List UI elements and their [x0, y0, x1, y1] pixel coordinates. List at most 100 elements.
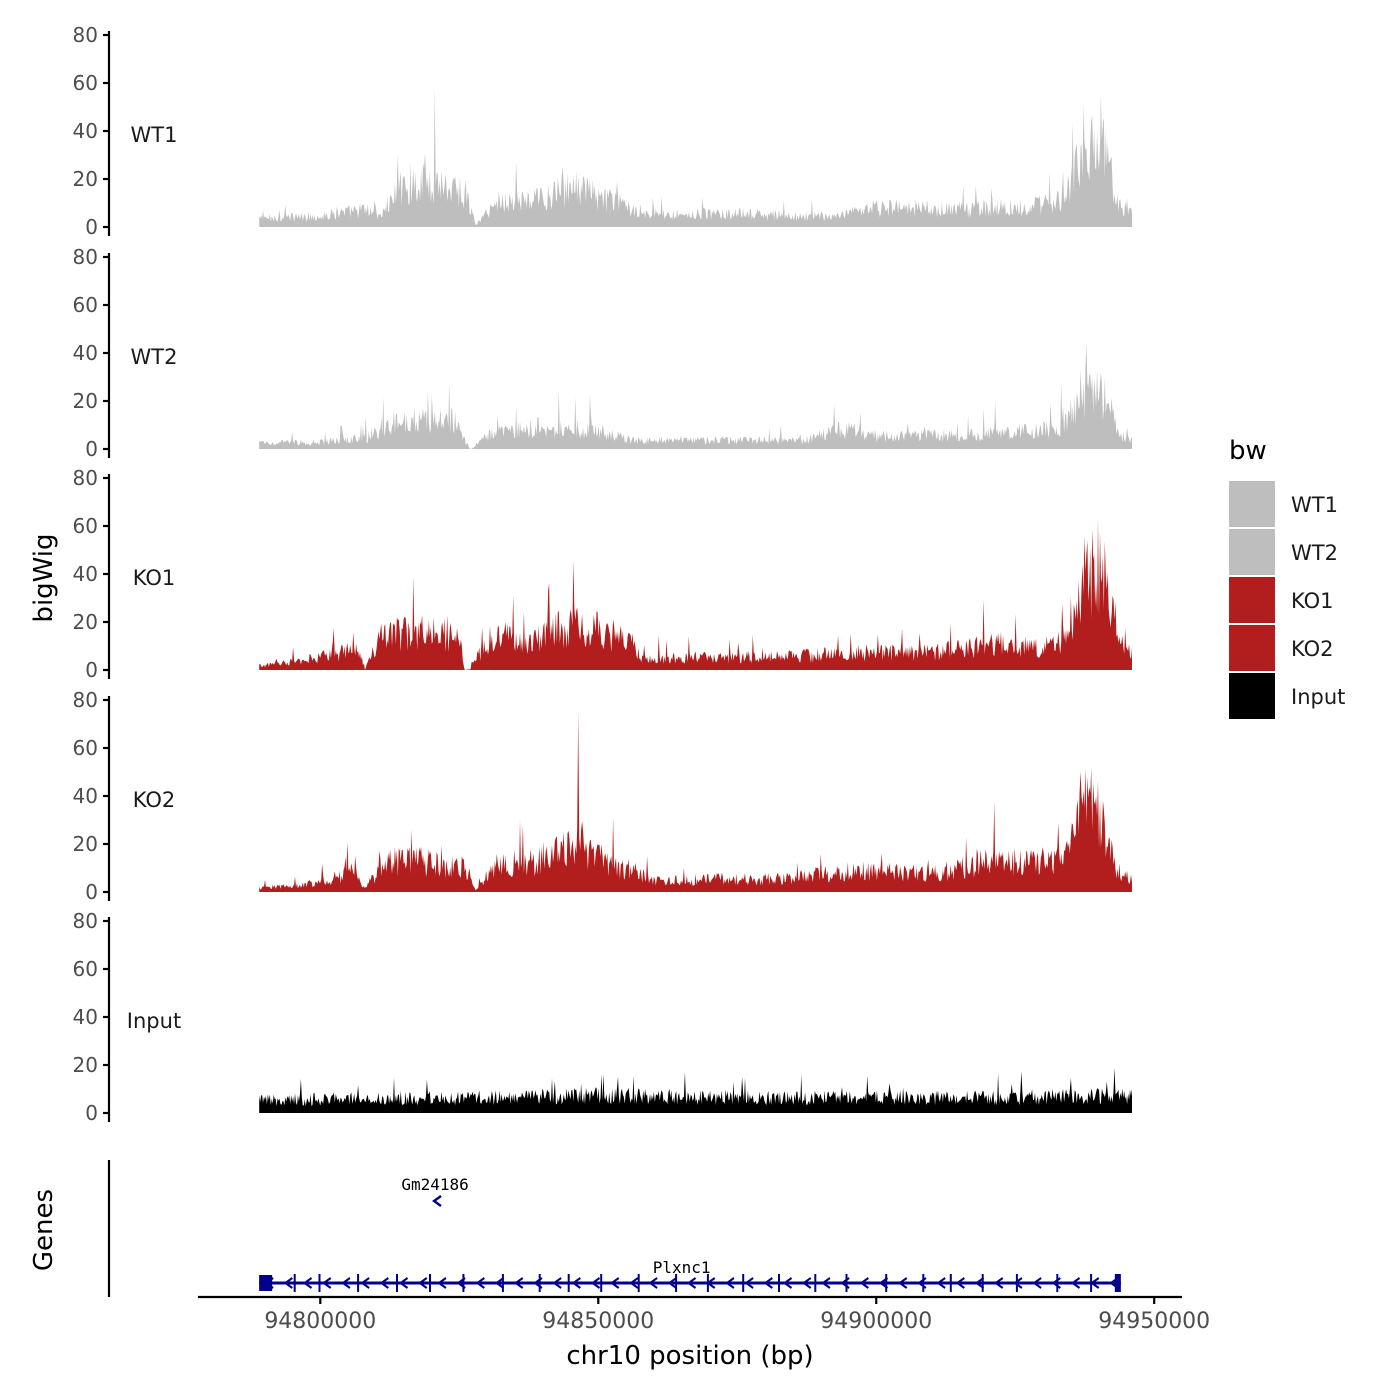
x-axis-title: chr10 position (bp) — [566, 1341, 813, 1371]
x-tick-label: 94850000 — [542, 1309, 654, 1334]
track-ko1: 0 20 40 60 80 KO1 — [73, 466, 1132, 682]
y-tick-label: 80 — [73, 245, 98, 269]
legend-item-ko1: KO1 — [1229, 577, 1334, 623]
gene-exon — [567, 1274, 570, 1292]
gene-exon — [538, 1274, 541, 1292]
y-tick-label: 20 — [73, 389, 98, 413]
y-tick-label: 60 — [73, 514, 98, 538]
strand-arrow-icon — [431, 1195, 442, 1207]
legend-label: KO2 — [1291, 637, 1334, 661]
gene-gm24186: Gm24186 — [401, 1175, 469, 1207]
strand-arrow-icon — [744, 1277, 754, 1289]
gene-exon — [259, 1275, 273, 1291]
gene-exon — [1015, 1274, 1018, 1292]
y-tick-label: 60 — [73, 736, 98, 760]
gene-label: Gm24186 — [401, 1175, 468, 1194]
track-label-wt1: WT1 — [131, 123, 178, 147]
gene-exon — [706, 1274, 709, 1292]
strand-arrow-icon — [360, 1277, 370, 1289]
strand-arrow-icon — [686, 1277, 697, 1289]
strand-arrow-icon — [1032, 1277, 1042, 1289]
strand-arrow-icon — [782, 1277, 793, 1289]
strand-arrow-icon — [821, 1277, 831, 1289]
gene-exon — [637, 1274, 640, 1292]
strand-arrow-icon — [590, 1277, 601, 1289]
y-tick-label: 0 — [85, 437, 98, 461]
y-tick-label: 80 — [73, 466, 98, 490]
y-tick-label: 40 — [73, 1005, 98, 1029]
gene-exon — [885, 1274, 888, 1292]
genes-axis-title: Genes — [29, 1189, 59, 1271]
y-tick-label: 60 — [73, 71, 98, 95]
y-tick-label: 0 — [85, 658, 98, 682]
gene-plxnc1: Plxnc1 — [259, 1258, 1121, 1292]
strand-arrow-icon — [1070, 1277, 1081, 1289]
legend-title: bw — [1229, 436, 1267, 466]
gene-exon — [742, 1274, 745, 1292]
strand-arrow-icon — [667, 1277, 677, 1289]
strand-arrow-icon — [994, 1277, 1004, 1289]
track-label-ko2: KO2 — [133, 788, 176, 812]
strand-arrow-icon — [763, 1277, 773, 1289]
gene-exon — [778, 1274, 780, 1292]
strand-arrow-icon — [283, 1277, 293, 1289]
gene-exon — [501, 1274, 504, 1292]
strand-arrow-icon — [648, 1277, 658, 1289]
gene-exon — [1056, 1274, 1059, 1292]
legend-label: WT2 — [1291, 541, 1338, 565]
signal-area-ko1 — [259, 518, 1132, 670]
legend-label: WT1 — [1291, 493, 1338, 517]
strand-arrow-icon — [859, 1277, 869, 1289]
strand-arrow-icon — [322, 1277, 332, 1289]
gene-exon — [814, 1274, 817, 1292]
strand-arrow-icon — [379, 1277, 389, 1289]
gene-exon — [396, 1274, 398, 1292]
legend: WT1 WT2 KO1 KO2 Input — [1229, 481, 1345, 719]
strand-arrow-icon — [571, 1277, 581, 1289]
gene-exon — [357, 1274, 360, 1292]
legend-item-ko2: KO2 — [1229, 625, 1334, 671]
strand-arrow-icon — [802, 1277, 812, 1289]
tracks: 0 20 40 60 80 WT1 0 20 40 60 80 WT2 0 20 40 60 80 KO1 0 20 4… — [73, 23, 1132, 1125]
y-tick-label: 80 — [73, 909, 98, 933]
y-tick-label: 40 — [73, 119, 98, 143]
strand-arrow-icon — [974, 1277, 985, 1289]
gene-exon — [949, 1274, 952, 1292]
y-tick-label: 40 — [73, 562, 98, 586]
legend-key — [1229, 529, 1275, 575]
x-tick-label: 94900000 — [820, 1309, 932, 1334]
gene-exon — [429, 1274, 431, 1292]
strand-arrow-icon — [936, 1277, 946, 1289]
strand-arrow-icon — [898, 1277, 908, 1289]
strand-arrow-icon — [610, 1277, 620, 1289]
track-ko2: 0 20 40 60 80 KO2 — [73, 688, 1132, 904]
track-input: 0 20 40 60 80 Input — [73, 909, 1132, 1125]
strand-arrow-icon — [955, 1277, 965, 1289]
strand-arrow-icon — [398, 1277, 409, 1289]
strand-arrow-icon — [418, 1277, 428, 1289]
signal-area-input — [259, 1067, 1132, 1113]
track-label-input: Input — [127, 1009, 181, 1033]
y-tick-label: 0 — [85, 215, 98, 239]
strand-arrow-icon — [475, 1277, 485, 1289]
y-tick-label: 60 — [73, 293, 98, 317]
gene-exon — [462, 1274, 465, 1292]
track-label-wt2: WT2 — [131, 345, 178, 369]
signal-area-wt2 — [259, 343, 1132, 449]
legend-item-wt2: WT2 — [1229, 529, 1338, 575]
gene-exon — [1090, 1274, 1093, 1292]
y-tick-label: 0 — [85, 1101, 98, 1125]
strand-arrow-icon — [302, 1277, 313, 1289]
y-axis-title: bigWig — [29, 533, 59, 622]
legend-key — [1229, 625, 1275, 671]
gene-exon — [675, 1274, 678, 1292]
strand-arrow-icon — [1013, 1277, 1023, 1289]
gene-label: Plxnc1 — [653, 1258, 711, 1277]
y-tick-label: 20 — [73, 1053, 98, 1077]
gene-exon — [1114, 1274, 1121, 1292]
legend-label: Input — [1291, 685, 1345, 709]
gene-exon — [293, 1274, 296, 1292]
track-wt1: 0 20 40 60 80 WT1 — [73, 23, 1132, 239]
y-tick-label: 40 — [73, 341, 98, 365]
